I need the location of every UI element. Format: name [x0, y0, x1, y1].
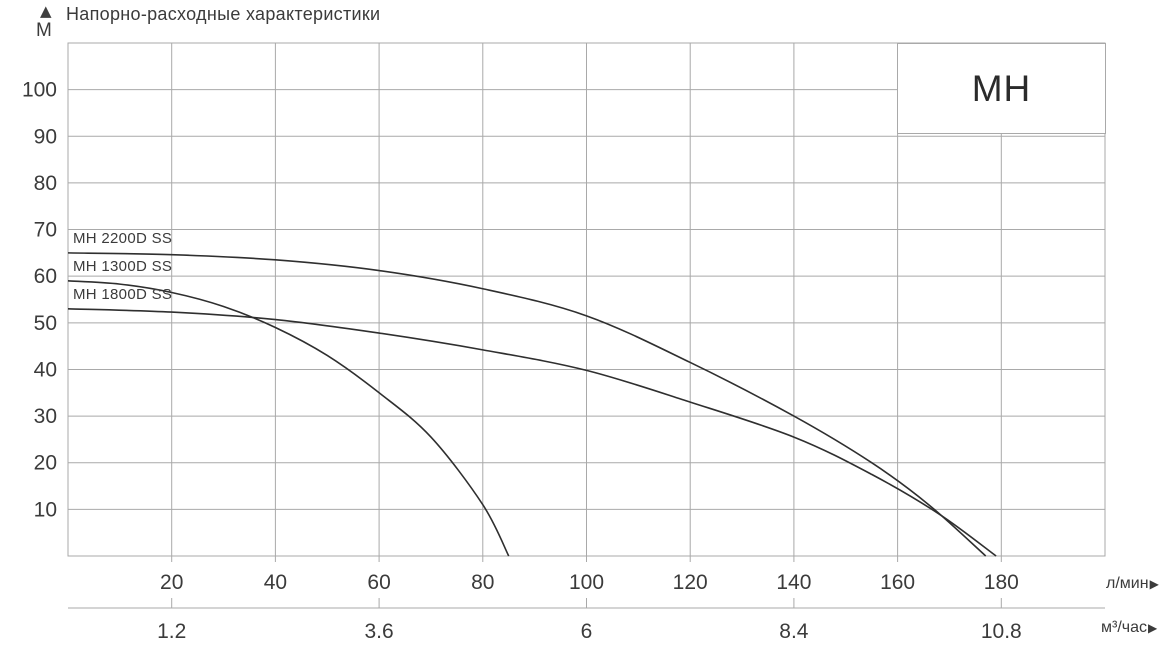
curve-label-mh-2200d-ss: MH 2200D SS — [73, 230, 172, 247]
y-axis-tick-label: 90 — [34, 125, 57, 148]
y-axis-tick-label: 10 — [34, 498, 57, 521]
y-axis-tick-label: 70 — [34, 219, 57, 242]
y-axis-tick-label: 80 — [34, 172, 57, 195]
y-axis-tick-label: 30 — [34, 405, 57, 428]
secondary-x-axis-tick-label: 8.4 — [779, 620, 809, 643]
x-axis-tick-label: 60 — [367, 571, 390, 594]
x-axis-tick-label: 140 — [776, 571, 811, 594]
curve-label-mh-1300d-ss: MH 1300D SS — [73, 258, 172, 275]
y-axis-tick-label: 50 — [34, 312, 57, 335]
y-axis-tick-label: 20 — [34, 452, 57, 475]
x-axis-tick-label: 40 — [264, 571, 287, 594]
y-axis-tick-label: 100 — [22, 79, 57, 102]
curve-mh-1300d-ss — [67, 280, 510, 557]
chart-title: Напорно-расходные характеристики — [66, 4, 381, 24]
secondary-x-axis-tick-label: 10.8 — [981, 620, 1022, 643]
x-secondary-unit-label: м³/час▶ — [1101, 620, 1157, 636]
y-axis-unit-label: М — [36, 20, 52, 41]
secondary-x-axis-tick-label: 3.6 — [364, 620, 393, 643]
x-axis-tick-label: 160 — [880, 571, 915, 594]
x-axis-tick-label: 180 — [984, 571, 1019, 594]
x-axis-tick-label: 100 — [569, 571, 604, 594]
x-primary-unit-text: л/мин — [1106, 575, 1149, 592]
up-arrow-icon: ▲ — [40, 2, 52, 20]
secondary-x-axis-tick-label: 6 — [581, 620, 593, 643]
y-axis-tick-label: 40 — [34, 358, 57, 381]
x-primary-unit-label: л/мин▶ — [1106, 576, 1159, 592]
curve-label-mh-1800d-ss: MH 1800D SS — [73, 286, 172, 303]
x-axis-tick-label: 20 — [160, 571, 183, 594]
curve-mh-2200d-ss — [67, 252, 987, 557]
x-axis-tick-label: 80 — [471, 571, 494, 594]
x-axis-tick-label: 120 — [673, 571, 708, 594]
right-arrow-icon: ▶ — [1148, 621, 1158, 635]
secondary-x-axis-tick-label: 1.2 — [157, 620, 186, 643]
x-secondary-unit-text: м³/час — [1101, 619, 1148, 636]
y-axis-tick-label: 60 — [34, 265, 57, 288]
curve-mh-1800d-ss — [67, 308, 997, 557]
model-series-badge: MH — [897, 43, 1106, 134]
right-arrow-icon: ▶ — [1149, 577, 1159, 591]
